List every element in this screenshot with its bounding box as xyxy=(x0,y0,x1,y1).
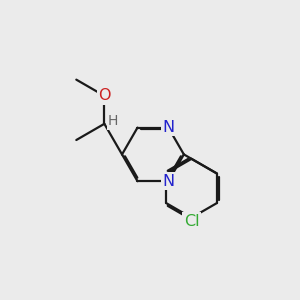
Text: N: N xyxy=(162,120,175,135)
Text: H: H xyxy=(108,115,119,128)
Text: O: O xyxy=(98,88,111,103)
Text: N: N xyxy=(162,174,175,189)
Text: Cl: Cl xyxy=(184,214,199,229)
